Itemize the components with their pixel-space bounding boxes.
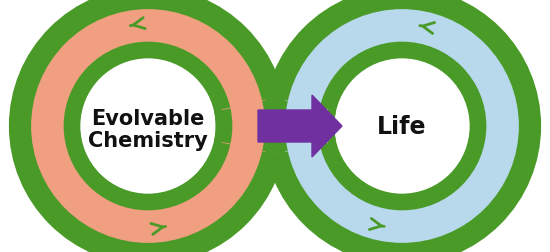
Circle shape <box>72 51 224 202</box>
Text: Life: Life <box>377 115 427 138</box>
Wedge shape <box>274 100 328 153</box>
Text: Evolvable: Evolvable <box>91 109 205 129</box>
Circle shape <box>274 0 530 252</box>
Circle shape <box>326 51 478 202</box>
Text: Chemistry: Chemistry <box>88 131 208 150</box>
FancyArrow shape <box>258 96 342 158</box>
Circle shape <box>20 0 276 252</box>
Wedge shape <box>222 100 276 153</box>
